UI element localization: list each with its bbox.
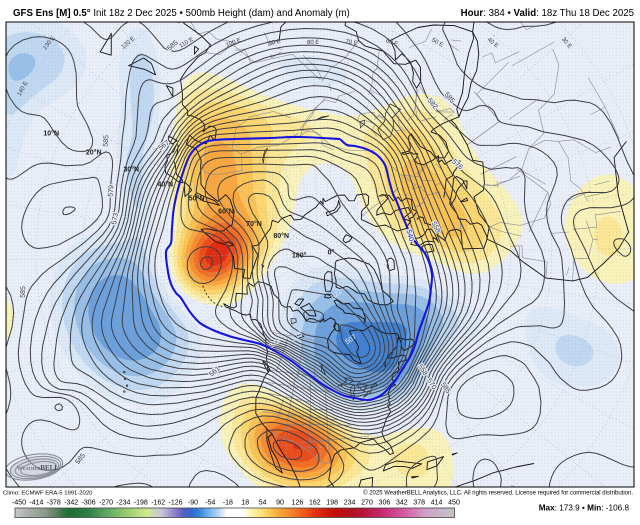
svg-text:585: 585 xyxy=(20,286,27,298)
svg-text:162: 162 xyxy=(309,500,321,507)
svg-text:378: 378 xyxy=(413,500,425,507)
svg-text:558: 558 xyxy=(430,221,441,235)
svg-text:-54: -54 xyxy=(205,500,215,507)
svg-text:579: 579 xyxy=(108,185,116,197)
svg-text:-342: -342 xyxy=(64,500,78,507)
svg-text:© 2025 WeatherBELL Analytics,: © 2025 WeatherBELL Analytics, LLC. All r… xyxy=(363,490,633,497)
svg-text:414: 414 xyxy=(431,500,443,507)
svg-text:Climo: ECMWF ERA-5 1991-2020: Climo: ECMWF ERA-5 1991-2020 xyxy=(3,491,93,497)
svg-text:20°N: 20°N xyxy=(86,149,102,157)
svg-text:-126: -126 xyxy=(169,500,183,507)
svg-text:-450: -450 xyxy=(12,500,26,507)
svg-text:579: 579 xyxy=(108,185,116,197)
svg-text:-18: -18 xyxy=(223,500,233,507)
svg-text:60 E: 60 E xyxy=(385,38,399,48)
svg-text:10°N: 10°N xyxy=(43,130,59,138)
svg-text:585: 585 xyxy=(103,135,111,147)
svg-text:WEATHERBELL: WEATHERBELL xyxy=(17,464,59,472)
svg-text:573: 573 xyxy=(111,212,120,225)
svg-text:100 E: 100 E xyxy=(225,37,242,48)
svg-text:GFS Ens [M] 0.5° Init 18z 2 De: GFS Ens [M] 0.5° Init 18z 2 Dec 2025 • 5… xyxy=(13,8,350,19)
svg-text:70 E: 70 E xyxy=(345,39,358,47)
svg-text:540: 540 xyxy=(404,229,414,242)
svg-text:585: 585 xyxy=(20,286,27,298)
svg-text:450: 450 xyxy=(448,500,460,507)
svg-text:-234: -234 xyxy=(116,500,130,507)
svg-text:54: 54 xyxy=(259,500,267,507)
svg-text:573: 573 xyxy=(111,212,120,225)
svg-text:90 E: 90 E xyxy=(268,39,281,47)
svg-text:-162: -162 xyxy=(151,500,165,507)
svg-text:234: 234 xyxy=(344,500,356,507)
svg-text:18: 18 xyxy=(241,500,249,507)
svg-text:80 E: 80 E xyxy=(307,40,319,46)
svg-text:-414: -414 xyxy=(29,500,43,507)
svg-text:30°N: 30°N xyxy=(123,165,139,173)
svg-text:198: 198 xyxy=(326,500,338,507)
svg-text:270: 270 xyxy=(361,500,373,507)
svg-text:-378: -378 xyxy=(47,500,61,507)
svg-text:-306: -306 xyxy=(82,500,96,507)
svg-text:-198: -198 xyxy=(134,500,148,507)
svg-text:306: 306 xyxy=(379,500,391,507)
svg-text:180°: 180° xyxy=(292,252,307,260)
svg-text:70°N: 70°N xyxy=(246,220,262,228)
svg-text:-90: -90 xyxy=(188,500,198,507)
svg-text:50 E: 50 E xyxy=(430,38,444,49)
svg-text:0°: 0° xyxy=(328,248,335,256)
svg-text:90: 90 xyxy=(276,500,284,507)
svg-text:342: 342 xyxy=(396,500,408,507)
svg-text:-270: -270 xyxy=(99,500,113,507)
svg-text:60°N: 60°N xyxy=(218,208,234,216)
svg-text:126: 126 xyxy=(292,500,304,507)
svg-text:50°N: 50°N xyxy=(189,194,205,202)
svg-text:40°N: 40°N xyxy=(157,181,173,189)
svg-text:Hour: 384 • Valid: 18z Thu 18: Hour: 384 • Valid: 18z Thu 18 Dec 2025 xyxy=(461,8,634,19)
svg-text:80°N: 80°N xyxy=(273,232,289,240)
svg-text:585: 585 xyxy=(103,135,111,147)
svg-text:Max: 173.9 • Min: -106.8: Max: 173.9 • Min: -106.8 xyxy=(539,504,630,513)
